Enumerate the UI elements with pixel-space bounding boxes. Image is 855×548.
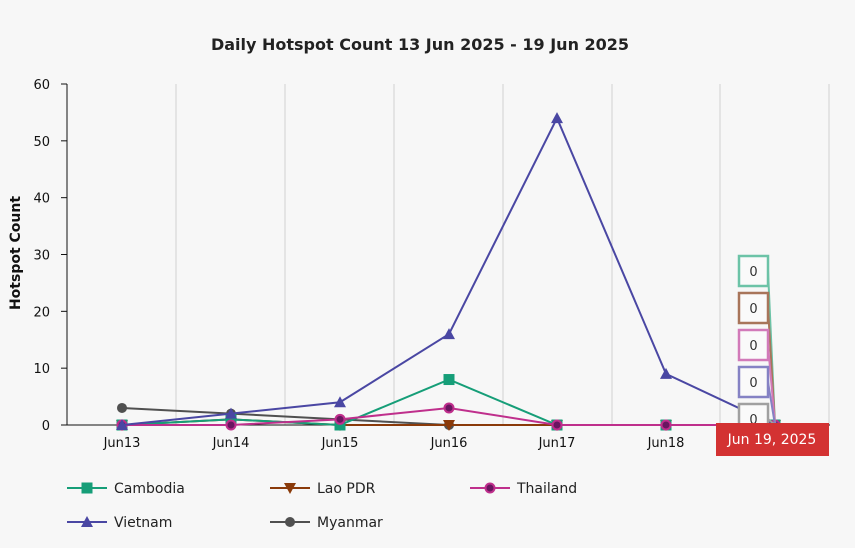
tooltip-value-box: 0 (737, 328, 776, 426)
data-point-lao-pdr (443, 420, 455, 431)
legend-marker (285, 517, 295, 527)
tooltip-date-background (716, 423, 829, 456)
legend-item-vietnam[interactable]: Vietnam (67, 515, 172, 531)
legend-label: Lao PDR (317, 481, 376, 497)
legend-marker (284, 483, 296, 494)
x-tick-label: Jun16 (430, 436, 468, 451)
legend-label: Myanmar (317, 515, 383, 531)
legend-marker (81, 482, 93, 494)
x-tick-label: Jun13 (103, 436, 141, 451)
y-axis-label: Hotspot Count (8, 196, 24, 310)
data-point-vietnam (116, 419, 128, 430)
x-tick-label: Jun15 (321, 436, 359, 451)
tooltip-value: 0 (749, 376, 757, 391)
x-tick-label: Jun18 (647, 436, 685, 451)
tooltip-value-box: 0 (737, 365, 776, 426)
tooltip-date-badge: Jun 19, 2025 (716, 423, 829, 456)
legend-item-myanmar[interactable]: Myanmar (270, 515, 383, 531)
tooltip-value: 0 (749, 265, 757, 280)
legend-label: Thailand (516, 481, 577, 497)
legend-marker (484, 482, 496, 494)
y-tick-label: 30 (33, 249, 50, 264)
data-point-vietnam (443, 328, 455, 340)
data-point-vietnam (225, 407, 237, 419)
y-tick-label: 50 (33, 135, 50, 150)
legend-item-cambodia[interactable]: Cambodia (67, 481, 185, 497)
y-tick-label: 10 (33, 362, 50, 377)
x-tick-label: Jun17 (538, 436, 576, 451)
y-tick-label: 60 (33, 78, 50, 93)
tooltip-date-label: Jun 19, 2025 (727, 432, 817, 448)
data-point-myanmar (117, 402, 127, 413)
data-point-thailand (225, 419, 237, 431)
data-point-vietnam (660, 367, 672, 379)
data-point-thailand (443, 402, 455, 414)
data-point-thailand (334, 413, 346, 425)
tooltip-value: 0 (749, 339, 757, 354)
data-point-vietnam (551, 112, 563, 124)
tooltip-box-border (737, 254, 770, 288)
series-vietnam (116, 112, 781, 430)
x-tick-label: Jun14 (212, 436, 250, 451)
data-point-thailand (660, 419, 672, 431)
data-point-cambodia (443, 374, 455, 386)
data-point-thailand (551, 419, 563, 431)
tooltip-box-border (737, 365, 770, 399)
legend-label: Vietnam (114, 515, 172, 531)
legend-item-lao-pdr[interactable]: Lao PDR (270, 481, 376, 497)
tooltip-box-border (737, 328, 770, 362)
legend-label: Cambodia (114, 481, 185, 497)
tooltip-box-border (737, 291, 770, 325)
data-point-vietnam (334, 396, 346, 408)
y-tick-label: 40 (33, 192, 50, 207)
y-tick-label: 0 (42, 419, 50, 434)
tooltip-value: 0 (749, 302, 757, 317)
y-tick-label: 20 (33, 305, 50, 320)
chart-title: Daily Hotspot Count 13 Jun 2025 - 19 Jun… (211, 35, 629, 54)
tooltip-value: 0 (749, 413, 757, 428)
legend-marker (81, 516, 93, 527)
legend-item-thailand[interactable]: Thailand (470, 481, 577, 497)
